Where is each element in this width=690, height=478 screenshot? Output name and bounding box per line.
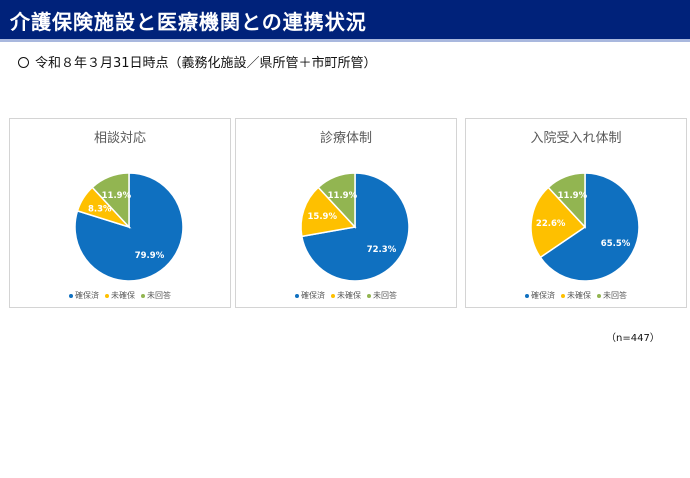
pie-slice-unsecured — [300, 186, 357, 238]
legend-swatch — [141, 293, 145, 298]
legend-swatch — [105, 293, 109, 298]
data-label: 79.9% — [135, 251, 165, 261]
pie-chart: 72.3% 15.9% 11.9% — [300, 172, 410, 282]
circle-bullet-icon — [18, 57, 29, 68]
chart-title: 診療体制 — [319, 131, 372, 146]
legend-swatch — [69, 293, 73, 298]
subtitle-text: 令和８年３月31日時点（義務化施設／県所管＋市町所管） — [35, 56, 377, 71]
chart-title: 入院受入れ体制 — [530, 131, 622, 146]
chart-panel-hospital-admission: 入院受入れ体制 65.5% 22.6% 11.9% 確保済 未確保 未回答 — [465, 118, 687, 308]
chart-panel-medical-care: 診療体制 72.3% 15.9% 11.9% 確保済 未確保 未回答 — [235, 118, 457, 308]
data-label: 11.9% — [102, 191, 132, 201]
data-label: 8.3% — [88, 205, 112, 215]
pie-chart: 79.9% 8.3% 11.9% — [74, 172, 184, 282]
chart-legend: 確保済 未確保 未回答 — [10, 290, 230, 301]
legend-item: 未回答 — [597, 290, 627, 301]
legend-item: 確保済 — [525, 290, 555, 301]
legend-label: 未回答 — [147, 291, 171, 300]
legend-swatch — [295, 293, 299, 298]
chart-legend: 確保済 未確保 未回答 — [236, 290, 456, 301]
data-label: 11.9% — [558, 191, 588, 201]
legend-swatch — [597, 293, 601, 298]
data-label: 65.5% — [601, 239, 631, 249]
legend-item: 未確保 — [331, 290, 361, 301]
pie-slice-no-answer — [317, 172, 356, 229]
chart-legend: 確保済 未確保 未回答 — [466, 290, 686, 301]
pie-slice-unsecured — [530, 186, 587, 259]
legend-item: 未確保 — [105, 290, 135, 301]
legend-label: 確保済 — [531, 291, 555, 300]
legend-label: 未確保 — [111, 291, 135, 300]
pie-slice-no-answer — [91, 172, 130, 229]
legend-label: 確保済 — [301, 291, 325, 300]
title-bar: 介護保険施設と医療機関との連携状況 — [0, 0, 690, 42]
legend-label: 未確保 — [567, 291, 591, 300]
pie-slice-no-answer — [547, 172, 586, 229]
legend-swatch — [561, 293, 565, 298]
subtitle: 令和８年３月31日時点（義務化施設／県所管＋市町所管） — [18, 52, 377, 71]
chart-title: 相談対応 — [93, 131, 146, 146]
data-label: 11.9% — [328, 191, 358, 201]
legend-item: 未確保 — [561, 290, 591, 301]
legend-swatch — [525, 293, 529, 298]
legend-item: 未回答 — [141, 290, 171, 301]
legend-label: 未回答 — [373, 291, 397, 300]
legend-item: 確保済 — [295, 290, 325, 301]
sample-size-note: （n=447） — [606, 333, 660, 344]
legend-label: 確保済 — [75, 291, 99, 300]
pie-chart: 65.5% 22.6% 11.9% — [530, 172, 640, 282]
page-title: 介護保険施設と医療機関との連携状況 — [10, 10, 367, 34]
legend-swatch — [331, 293, 335, 298]
legend-item: 確保済 — [69, 290, 99, 301]
data-label: 22.6% — [536, 219, 566, 229]
data-label: 15.9% — [308, 212, 338, 222]
legend-item: 未回答 — [367, 290, 397, 301]
legend-label: 未確保 — [337, 291, 361, 300]
legend-label: 未回答 — [603, 291, 627, 300]
chart-panel-consultation: 相談対応 79.9% 8.3% 11.9% 確保済 未確保 未回答 — [9, 118, 231, 308]
data-label: 72.3% — [367, 245, 397, 255]
legend-swatch — [367, 293, 371, 298]
pie-slice-secured — [539, 172, 640, 282]
